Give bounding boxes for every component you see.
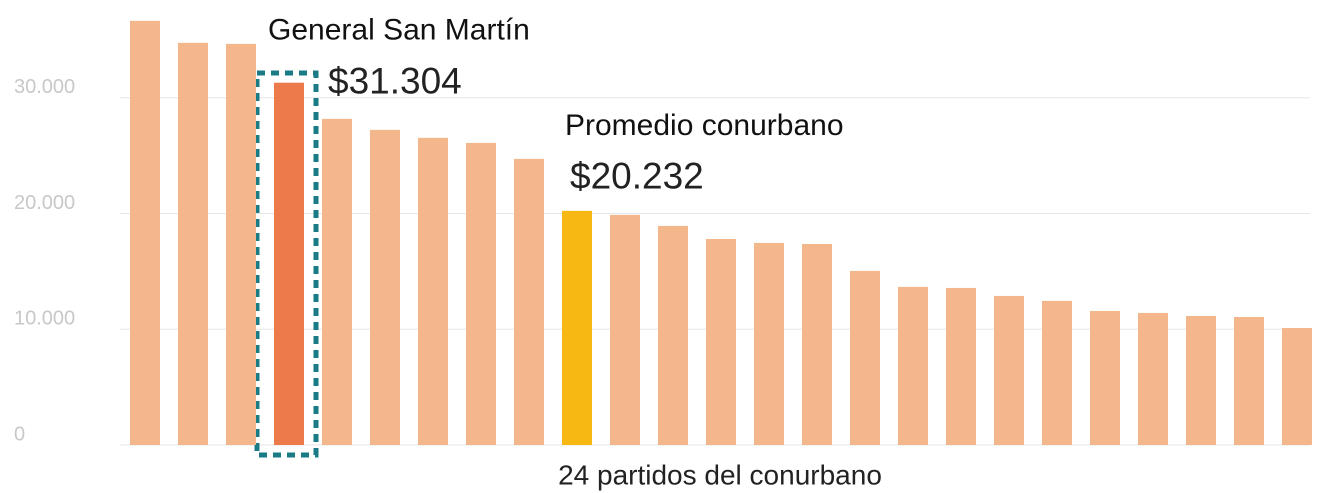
y-tick-label: 30.000 — [14, 76, 75, 98]
bar — [850, 270, 880, 445]
bar — [322, 118, 352, 445]
bar — [562, 210, 592, 445]
bar — [802, 243, 832, 445]
value-label: $20.232 — [570, 156, 704, 197]
bar — [1138, 312, 1168, 445]
bar — [658, 225, 688, 445]
bar — [226, 43, 256, 445]
bar — [418, 137, 448, 446]
bar — [466, 142, 496, 445]
bar-annotation: General San Martín — [268, 14, 530, 47]
bar — [1282, 327, 1312, 445]
y-tick-label: 10.000 — [14, 308, 75, 330]
x-axis-label: 24 partidos del conurbano — [558, 459, 882, 490]
bar — [130, 20, 160, 445]
y-tick-label: 0 — [14, 423, 25, 445]
bar — [946, 287, 976, 445]
bar — [370, 129, 400, 445]
bar — [1186, 315, 1216, 445]
bar — [898, 286, 928, 445]
bar — [610, 214, 640, 445]
y-tick-label: 20.000 — [14, 192, 75, 214]
bar — [1090, 310, 1120, 445]
bar — [1234, 317, 1264, 445]
bar — [706, 238, 736, 445]
bar — [754, 242, 784, 445]
highlight-box — [254, 70, 319, 458]
bar — [1042, 300, 1072, 445]
bar — [994, 295, 1024, 445]
bar — [178, 42, 208, 445]
value-label: $31.304 — [328, 60, 462, 101]
bar-annotation: Promedio conurbano — [565, 109, 844, 142]
bar — [274, 82, 304, 446]
bar — [514, 158, 544, 446]
